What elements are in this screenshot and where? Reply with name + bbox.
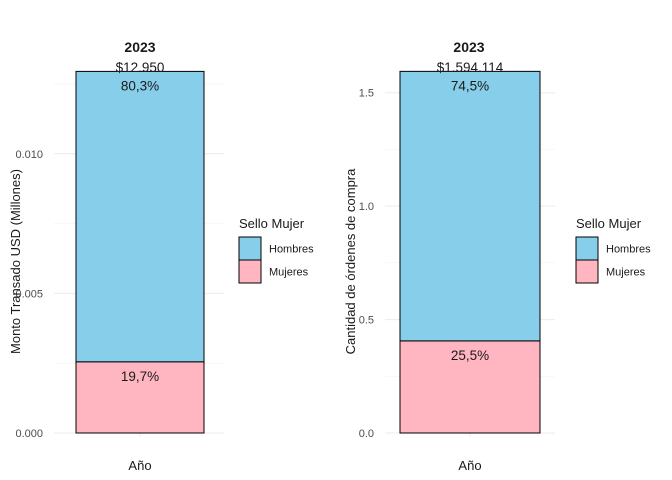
legend-label-mujeres: Mujeres [269,267,309,279]
y-tick-label: 0.010 [15,149,43,161]
legend-key-hombres [575,236,599,261]
legend-key-hombres [238,236,262,261]
chart-panel-1: 0.000 0.005 0.010 19,7% 80,3% $12.950 2023 Año M… [8,39,314,473]
y-tick-label: 1.5 [359,88,374,100]
y-axis-title: Cantidad de órdenes de compra [343,168,358,355]
total-label: $12.950 [116,60,165,75]
y-tick-label: 1.0 [359,201,374,213]
x-axis-title: Año [128,458,151,473]
y-tick-label: 0.5 [359,315,374,327]
x-axis-title: Año [458,458,481,473]
bar-hombres [75,70,205,363]
bar-hombres [399,70,541,342]
legend-label-hombres: Hombres [269,244,314,256]
panel-title: 2023 [453,39,484,55]
bar-mujeres [399,340,541,434]
legend-title: Sello Mujer [239,216,305,231]
chart-panel-2: 0.0 0.5 1.0 1.5 25,5% 74,5% $1.594.114 2023 Año C… [343,39,651,473]
legend-title: Sello Mujer [576,216,642,231]
legend-label-hombres: Hombres [606,244,651,256]
bar-label-hombres: 80,3% [121,78,159,93]
y-axis-title: Monto Transado USD (Millones) [8,169,23,354]
legend-label-mujeres: Mujeres [606,267,646,279]
y-tick-label: 0.005 [15,288,43,300]
legend: Sello Mujer Hombres Mujeres [575,216,651,284]
bar-label-hombres: 74,5% [451,78,489,93]
bar-label-mujeres: 25,5% [451,348,489,363]
legend: Sello Mujer Hombres Mujeres [238,216,314,284]
y-tick-label: 0.0 [359,428,374,440]
bar-label-mujeres: 19,7% [121,369,159,384]
legend-key-mujeres [238,259,262,284]
panel-title: 2023 [124,39,155,55]
total-label: $1.594.114 [437,60,504,75]
y-tick-label: 0.000 [15,428,43,440]
legend-key-mujeres [575,259,599,284]
